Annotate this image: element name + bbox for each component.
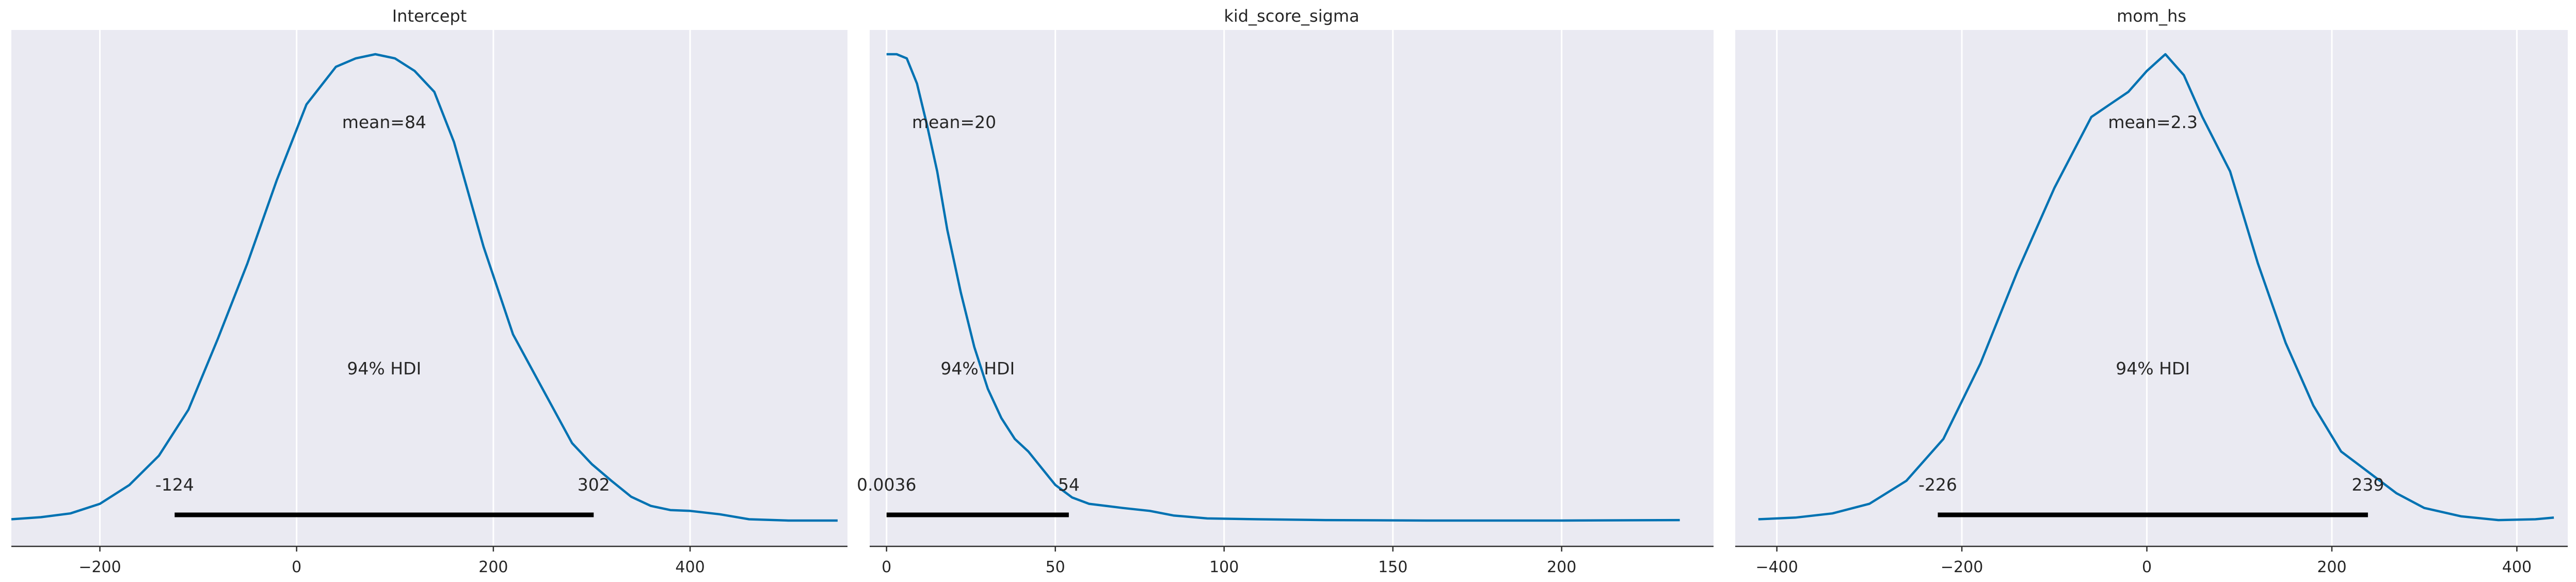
panel-0: −200 0 200 400 Intercept mean=84 94% HDI -124 30… [11, 6, 847, 576]
hdi-label: 94% HDI [2116, 358, 2190, 379]
x-tick-label: 200 [1547, 558, 1576, 576]
density-curve [1758, 53, 2554, 522]
x-tick-label: 0 [2142, 558, 2152, 576]
hdi-low-label: 0.0036 [857, 475, 916, 495]
plot-area [1735, 30, 2568, 546]
panel-title: Intercept [392, 6, 467, 26]
hdi-high-label: 239 [2351, 475, 2384, 495]
mean-label: mean=84 [342, 112, 426, 132]
plot-area [11, 30, 847, 546]
panel-1: 0 50 100 150 200 kid_score_sigma mean=20 94% HD… [857, 6, 1714, 576]
x-tick-label: −200 [78, 558, 121, 576]
x-tick-label: −200 [1941, 558, 1983, 576]
hdi-high-label: 54 [1058, 475, 1080, 495]
x-tick-label: 150 [1378, 558, 1407, 576]
hdi-low-label: -226 [1918, 475, 1957, 495]
mean-label: mean=2.3 [2108, 112, 2198, 132]
panel-2: −400 −200 0 200 400 mom_hs mean=2.3 94% HDI -226… [1735, 6, 2568, 576]
x-tick-label: 200 [2317, 558, 2346, 576]
x-tick-label: 200 [478, 558, 508, 576]
hdi-high-label: 302 [578, 475, 610, 495]
hdi-label: 94% HDI [940, 358, 1015, 379]
plot-area [870, 30, 1714, 546]
mean-label: mean=20 [912, 112, 996, 132]
hdi-low-label: -124 [155, 475, 194, 495]
x-tick-label: 50 [1046, 558, 1065, 576]
x-tick-label: 400 [675, 558, 705, 576]
x-tick-label: 0 [292, 558, 301, 576]
density-curve [886, 53, 1680, 522]
x-tick-label: 100 [1209, 558, 1239, 576]
density-curve [11, 53, 838, 522]
hdi-label: 94% HDI [347, 358, 421, 379]
x-tick-label: 400 [2502, 558, 2532, 576]
panel-title: mom_hs [2117, 6, 2186, 26]
panel-title: kid_score_sigma [1224, 6, 1359, 26]
x-tick-label: −400 [1755, 558, 1798, 576]
x-tick-label: 0 [882, 558, 891, 576]
